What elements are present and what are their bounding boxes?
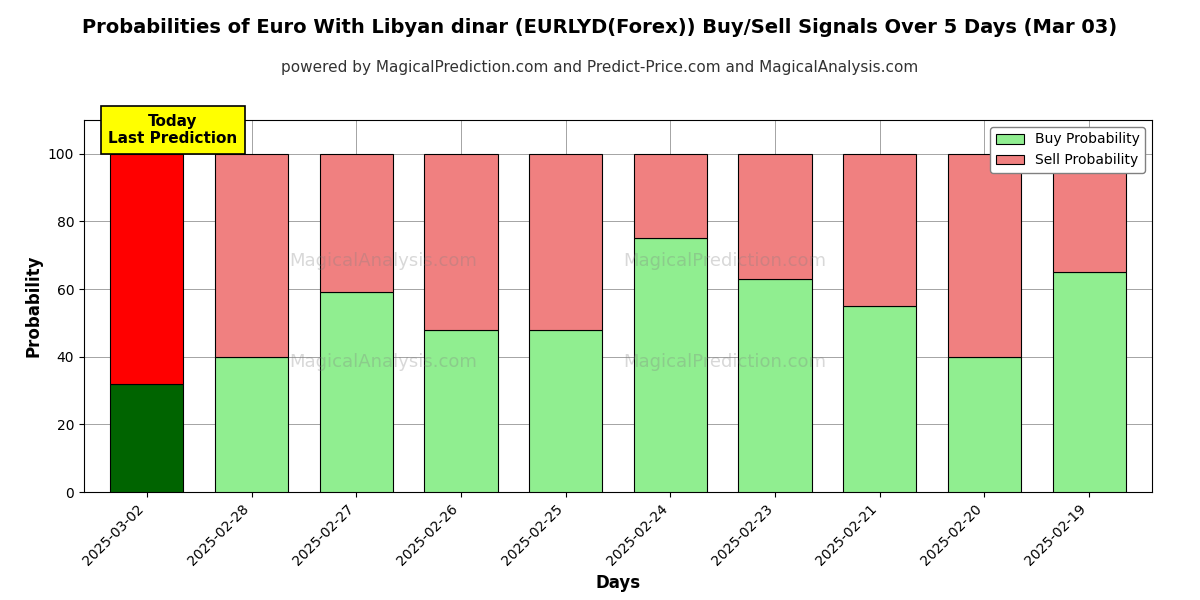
- Bar: [948, 357, 1021, 492]
- Text: MagicalPrediction.com: MagicalPrediction.com: [623, 353, 827, 371]
- Y-axis label: Probability: Probability: [24, 255, 42, 357]
- Text: Today
Last Prediction: Today Last Prediction: [108, 114, 238, 146]
- Text: MagicalAnalysis.com: MagicalAnalysis.com: [289, 353, 476, 371]
- Text: MagicalAnalysis.com: MagicalAnalysis.com: [289, 253, 476, 271]
- Bar: [844, 154, 917, 306]
- Bar: [425, 154, 498, 329]
- Bar: [425, 329, 498, 492]
- Text: Probabilities of Euro With Libyan dinar (EURLYD(Forex)) Buy/Sell Signals Over 5 : Probabilities of Euro With Libyan dinar …: [83, 18, 1117, 37]
- Bar: [110, 384, 184, 492]
- Bar: [319, 154, 392, 292]
- Bar: [319, 292, 392, 492]
- Bar: [738, 154, 811, 279]
- Bar: [1052, 154, 1126, 272]
- Legend: Buy Probability, Sell Probability: Buy Probability, Sell Probability: [990, 127, 1145, 173]
- Bar: [948, 154, 1021, 357]
- Bar: [844, 306, 917, 492]
- X-axis label: Days: Days: [595, 574, 641, 592]
- Bar: [215, 154, 288, 357]
- Bar: [529, 154, 602, 329]
- Bar: [215, 357, 288, 492]
- Bar: [1052, 272, 1126, 492]
- Bar: [738, 279, 811, 492]
- Bar: [634, 154, 707, 238]
- Text: MagicalPrediction.com: MagicalPrediction.com: [623, 253, 827, 271]
- Bar: [529, 329, 602, 492]
- Bar: [634, 238, 707, 492]
- Text: powered by MagicalPrediction.com and Predict-Price.com and MagicalAnalysis.com: powered by MagicalPrediction.com and Pre…: [281, 60, 919, 75]
- Bar: [110, 154, 184, 384]
